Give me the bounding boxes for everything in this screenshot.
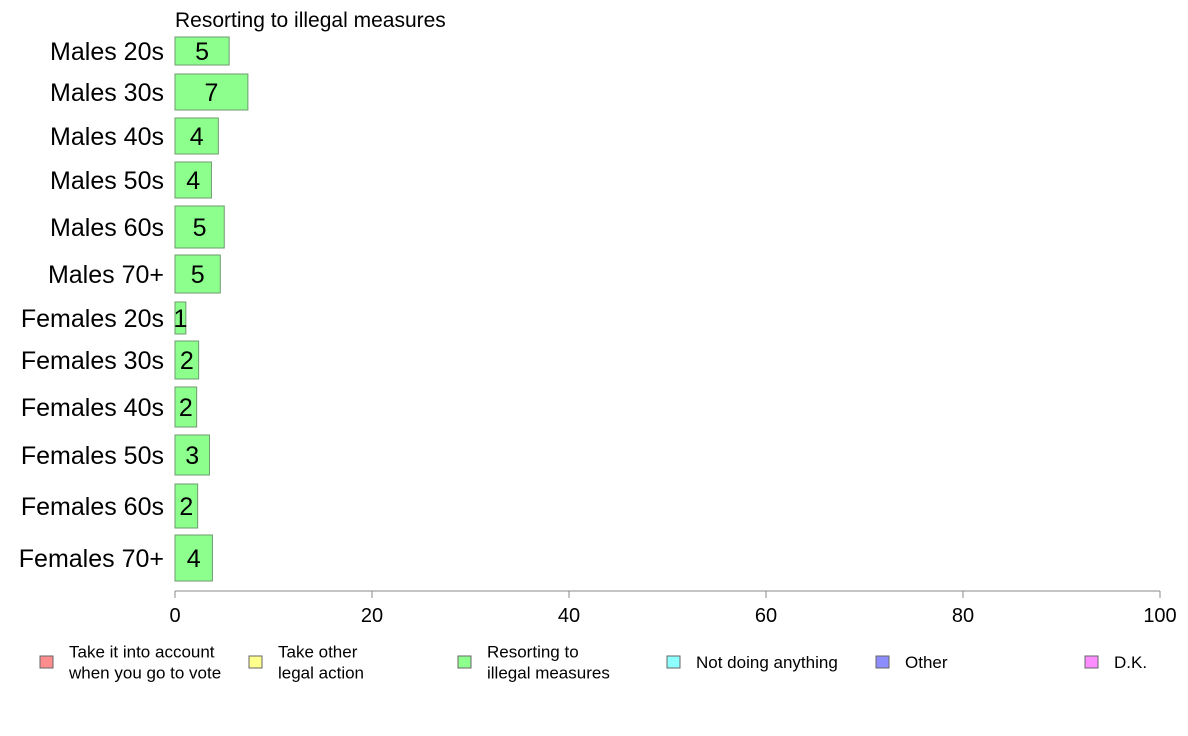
bar (174, 386, 198, 428)
legend-label: Not doing anything (696, 653, 838, 672)
legend-swatch (666, 655, 681, 669)
category-label: Males 40s (50, 123, 164, 151)
category-label: Males 30s (50, 79, 164, 107)
legend-swatch (457, 655, 472, 669)
bar (174, 434, 210, 476)
bar-value-label: 5 (191, 261, 205, 289)
bar-value-label: 4 (186, 167, 200, 195)
bar-value-label: 2 (179, 493, 193, 521)
bar (174, 254, 221, 294)
category-label: Males 20s (50, 38, 164, 66)
x-tick-label: 80 (952, 605, 974, 627)
bar (174, 73, 249, 111)
bar-value-label: 2 (180, 347, 194, 375)
legend-label: Take it into account when you go to vote (68, 643, 221, 683)
bar-value-label: 2 (179, 394, 193, 422)
x-tick-label: 20 (361, 605, 383, 627)
legend-swatch (1084, 655, 1099, 669)
category-label: Females 20s (21, 305, 164, 333)
legend-label: D.K. (1114, 653, 1147, 672)
category-label: Females 70+ (19, 545, 164, 573)
category-label: Females 60s (21, 493, 164, 521)
legend-label: Resorting to illegal measures (487, 643, 610, 683)
bar-value-label: 5 (193, 214, 207, 242)
bar (174, 483, 199, 529)
category-label: Males 60s (50, 214, 164, 242)
bar-value-label: 4 (187, 545, 201, 573)
x-tick-label: 40 (558, 605, 580, 627)
legend: Take it into account when you go to vote T… (39, 643, 1147, 683)
legend-label: Other (905, 653, 948, 672)
bar (174, 534, 213, 582)
category-label: Females 30s (21, 347, 164, 375)
category-label: Females 40s (21, 394, 164, 422)
bar (174, 161, 212, 199)
category-label: Females 50s (21, 442, 164, 470)
bar-value-label: 5 (195, 38, 209, 66)
bar (174, 340, 200, 380)
category-label: Males 50s (50, 167, 164, 195)
x-tick-label: 0 (169, 605, 180, 627)
legend-swatch (39, 655, 54, 669)
bar-value-label: 1 (173, 305, 187, 333)
x-axis: 0 20 40 60 80 100 (169, 590, 1177, 627)
legend-label: Take other legal action (278, 643, 364, 683)
category-label: Males 70+ (48, 261, 164, 289)
legend-swatch (248, 655, 263, 669)
bar-value-label: 4 (190, 123, 204, 151)
bar (174, 301, 187, 335)
bar (174, 36, 230, 66)
x-tick-label: 100 (1143, 605, 1176, 627)
legend-swatch (875, 655, 890, 669)
bar (174, 205, 225, 249)
bars-group: Males 20s 5 Males 30s 7 Males 40s 4 Males 50s 4… (19, 36, 249, 582)
x-tick-label: 60 (755, 605, 777, 627)
bar-value-label: 7 (204, 79, 218, 107)
bar (174, 117, 219, 155)
bar-value-label: 3 (185, 442, 199, 470)
chart-title: Resorting to illegal measures (175, 9, 446, 32)
